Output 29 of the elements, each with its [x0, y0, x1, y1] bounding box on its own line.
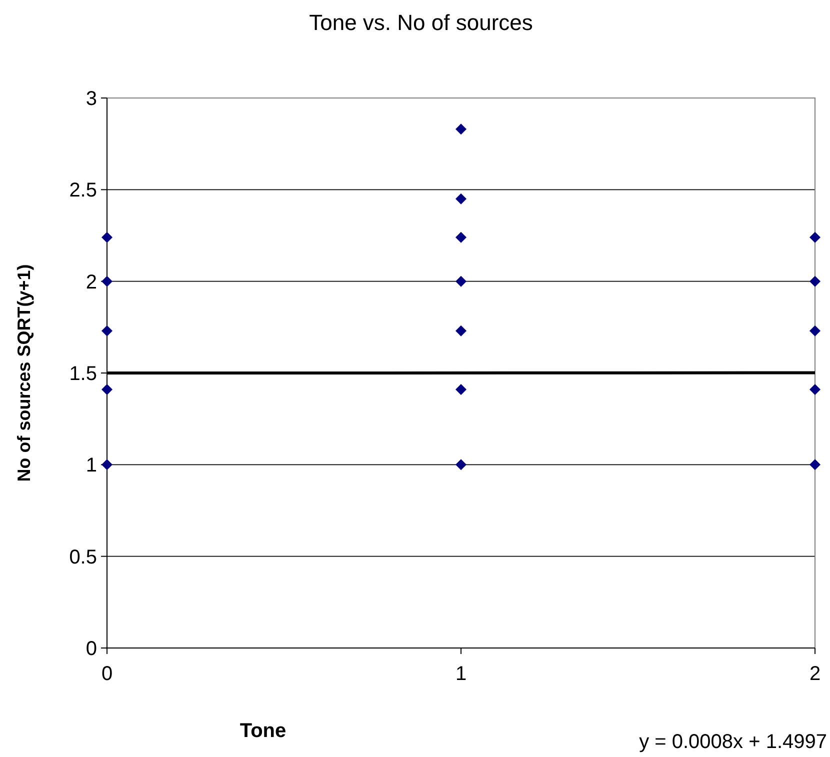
point [102, 325, 112, 336]
y-tick-label: 2.5 [69, 180, 97, 202]
y-tick-label: 2 [86, 271, 97, 294]
point [810, 276, 820, 287]
y-tick-label: 0 [86, 638, 97, 660]
point [456, 124, 466, 135]
point [456, 384, 466, 395]
text: y = 0.0008x + 1.4997 [639, 731, 827, 753]
x-tick-label: 1 [455, 663, 467, 685]
point [456, 232, 466, 243]
chart-title: Tone vs. No of sources [309, 10, 533, 35]
y-axis-title: No of sources SQRT(y+1) [14, 264, 34, 482]
x-tick-label: 2 [809, 663, 821, 685]
point [456, 193, 466, 204]
x-axis-title: Tone [240, 720, 286, 742]
x-tick-label: 0 [101, 663, 113, 685]
point [810, 325, 820, 336]
y-tick-label: 3 [86, 88, 97, 110]
point [102, 232, 112, 243]
point [456, 459, 466, 470]
y-tick-label: 0.5 [69, 546, 97, 568]
point [456, 325, 466, 336]
point [102, 384, 112, 395]
point [456, 276, 466, 287]
point [810, 459, 820, 470]
point [810, 232, 820, 243]
y-tick-label: 1.5 [69, 363, 97, 385]
point [810, 384, 820, 395]
y-tick-label: 1 [86, 454, 97, 477]
